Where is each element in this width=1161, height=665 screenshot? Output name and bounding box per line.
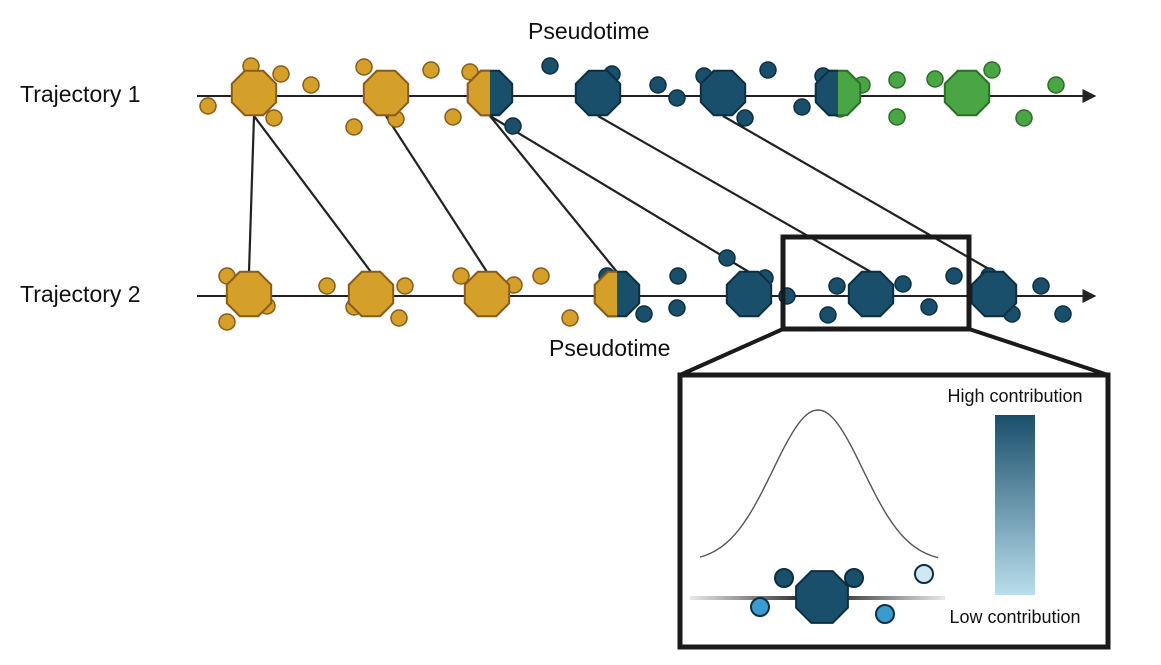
cell [718,249,736,267]
cell [265,109,283,127]
colorbar-label: High contribution [947,386,1082,406]
links [247,115,995,273]
cell [390,309,408,327]
cell [318,277,336,295]
cell [532,267,550,285]
cell [422,61,440,79]
kernel-curve [699,409,939,559]
cell [793,98,811,116]
cluster-node [943,69,991,117]
cluster-node [725,270,773,318]
zoom-line [679,327,784,377]
cell [875,604,895,624]
cell [302,76,320,94]
cluster-node [463,270,511,318]
cell [668,299,686,317]
cell [750,597,770,617]
cell [914,564,934,584]
zoom-box [780,234,972,332]
cell [1032,277,1050,295]
cluster-node [230,69,278,117]
cluster-node [847,270,895,318]
cluster-node [362,69,410,117]
cell [888,108,906,126]
cell [759,61,777,79]
cell [1054,305,1072,323]
cluster-node [574,69,622,117]
cluster-node [347,270,395,318]
cell [774,568,794,588]
cell [355,58,373,76]
cell [272,65,290,83]
link [247,115,256,273]
cell [561,309,579,327]
cluster-node [699,69,747,117]
cell [736,109,754,127]
cluster-node [795,570,849,624]
cell [541,57,559,75]
trajectory-label: Trajectory 2 [20,281,141,307]
trajectory-label: Trajectory 1 [20,81,141,107]
cell [669,267,687,285]
axis-label: Pseudotime [549,335,670,361]
cell [1015,109,1033,127]
cluster-node [225,270,273,318]
cell [945,267,963,285]
link [253,115,372,273]
cell [668,89,686,107]
cell [649,76,667,94]
cell [504,117,522,135]
nodes [225,69,1018,318]
cell [218,313,236,331]
colorbar-label: Low contribution [949,607,1080,627]
link [489,115,618,273]
cell [345,118,363,136]
cell [396,277,414,295]
cell [828,277,846,295]
link [722,115,995,273]
cluster-node [466,69,490,117]
cell [926,70,944,88]
cell [819,306,837,324]
cell [894,275,912,293]
cell [888,71,906,89]
link [597,115,872,273]
cluster-node [970,270,1018,318]
cell [1047,76,1065,94]
cell [635,305,653,323]
cluster-node [814,69,838,117]
cell [844,568,864,588]
cluster-node [593,270,617,318]
link [489,115,750,273]
cell [199,97,217,115]
cell [461,63,479,81]
cell [452,267,470,285]
link [385,115,488,273]
cell [920,298,938,316]
axis-label: Pseudotime [528,18,649,44]
zoom-cells [750,564,934,624]
zoom-line [968,327,1109,377]
cell [983,61,1001,79]
colorbar [995,415,1035,595]
cell [444,108,462,126]
